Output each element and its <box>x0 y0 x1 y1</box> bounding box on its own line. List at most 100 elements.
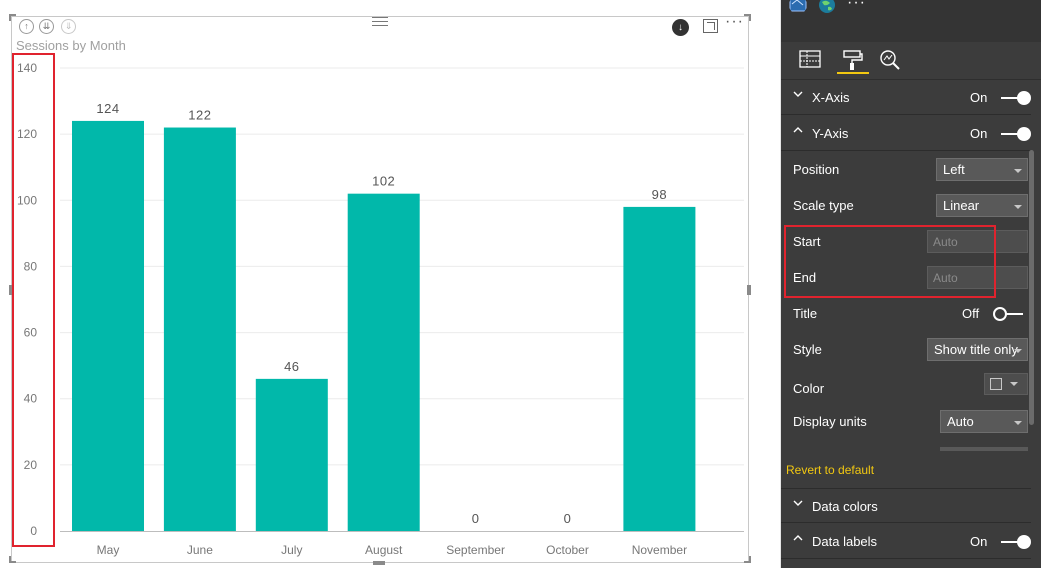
bar[interactable] <box>623 206 696 531</box>
more-options-icon[interactable]: ··· <box>725 13 744 30</box>
data-label: 0 <box>564 511 572 526</box>
fields-icon <box>799 50 821 68</box>
x-tick-label: October <box>546 543 589 557</box>
bar[interactable] <box>163 127 236 532</box>
data-colors-label: Data colors <box>812 499 878 514</box>
pane-divider <box>780 0 781 568</box>
resize-handle-top-left[interactable] <box>9 14 16 16</box>
report-canvas: ↑ ⇊ ⇓ ↓ ··· Sessions by Month 0 20 40 60 80 1… <box>9 13 751 565</box>
y-tick-label: 0 <box>30 524 37 538</box>
pane-scrollbar[interactable] <box>1029 150 1034 425</box>
data-labels-toggle[interactable] <box>1001 535 1031 549</box>
format-options-list: X-Axis On Y-Axis On Position Left Scale … <box>781 80 1041 568</box>
data-labels-state: On <box>970 534 988 549</box>
position-label: Position <box>793 162 840 177</box>
style-dropdown[interactable]: Show title only <box>927 338 1028 361</box>
title-state: Off <box>962 306 980 321</box>
resize-handle-bottom-left[interactable] <box>9 561 16 563</box>
start-input[interactable] <box>927 230 1028 253</box>
y-axis-label: Y-Axis <box>812 126 849 141</box>
resize-handle-bottom[interactable] <box>373 561 385 565</box>
x-tick-label: May <box>97 543 120 557</box>
end-input[interactable] <box>927 266 1028 289</box>
display-units-dropdown[interactable]: Auto <box>940 410 1028 433</box>
scale-type-dropdown[interactable]: Linear <box>936 194 1028 217</box>
x-tick-label: September <box>446 543 505 557</box>
caret-down-icon <box>1014 349 1022 353</box>
resize-handle-top-left[interactable] <box>9 14 11 21</box>
visual-gallery: ··· <box>781 0 1041 42</box>
analytics-magnifier-icon <box>880 50 900 70</box>
tab-analytics[interactable] <box>879 50 905 74</box>
caret-down-icon <box>1014 169 1022 173</box>
chevron-down-icon <box>793 91 803 97</box>
x-axis-state: On <box>970 90 988 105</box>
y-tick-label: 140 <box>17 61 37 75</box>
map-visual-icon[interactable] <box>789 0 807 14</box>
data-colors-section-header[interactable]: Data colors <box>781 488 1031 523</box>
display-units-label: Display units <box>793 414 867 429</box>
end-label: End <box>793 270 817 285</box>
y-axis-state: On <box>970 126 988 141</box>
drag-grip-icon[interactable] <box>372 17 388 29</box>
next-control-clipped <box>940 447 1028 451</box>
y-tick-label: 20 <box>24 458 38 472</box>
chevron-down-icon <box>793 500 803 506</box>
chevron-up-icon <box>793 535 803 541</box>
revert-to-default-link[interactable]: Revert to default <box>786 463 875 477</box>
data-label: 102 <box>372 174 395 189</box>
bar[interactable] <box>347 193 420 531</box>
caret-down-icon <box>1014 421 1022 425</box>
start-label: Start <box>793 234 821 249</box>
data-label: 0 <box>472 511 480 526</box>
format-paint-roller-icon <box>843 50 863 70</box>
x-tick-label: November <box>632 543 687 557</box>
y-tick-label: 80 <box>24 259 38 273</box>
title-label: Title <box>793 306 818 321</box>
color-swatch <box>990 378 1002 390</box>
title-toggle[interactable] <box>993 307 1023 321</box>
resize-handle-bottom-right[interactable] <box>744 561 751 563</box>
expand-down-icon[interactable]: ⇊ <box>39 19 54 34</box>
resize-handle-top-right[interactable] <box>749 14 751 21</box>
display-units-value: Auto <box>947 414 974 429</box>
x-tick-label: August <box>365 543 403 557</box>
globe-visual-icon[interactable] <box>818 0 836 14</box>
y-tick-label: 40 <box>24 392 38 406</box>
focus-mode-icon[interactable] <box>703 19 718 33</box>
tab-fields[interactable] <box>799 50 825 74</box>
data-label: 98 <box>652 187 667 202</box>
bar[interactable] <box>72 120 144 532</box>
resize-handle-bottom-left[interactable] <box>9 556 11 563</box>
y-tick-label: 60 <box>24 326 38 340</box>
resize-handle-top-right[interactable] <box>744 14 751 16</box>
drill-mode-icon[interactable]: ⇓ <box>61 19 76 34</box>
x-axis-section-header[interactable]: X-Axis On <box>781 80 1031 115</box>
x-tick-label: July <box>281 543 302 557</box>
x-axis-toggle[interactable] <box>1001 91 1031 105</box>
chevron-up-icon <box>793 127 803 133</box>
more-visuals-icon[interactable]: ··· <box>847 0 866 11</box>
drill-up-icon[interactable]: ↑ <box>19 19 34 34</box>
x-tick-label: June <box>187 543 213 557</box>
color-picker-button[interactable] <box>984 373 1028 395</box>
resize-handle-bottom-right[interactable] <box>749 556 751 563</box>
visualizations-pane: ··· <box>781 0 1041 568</box>
data-label: 46 <box>284 359 299 374</box>
resize-handle-left[interactable] <box>9 285 12 295</box>
drill-down-icon[interactable]: ↓ <box>672 19 689 36</box>
y-axis-highlight-box <box>12 53 55 547</box>
pane-tabs <box>781 42 1041 80</box>
position-dropdown[interactable]: Left <box>936 158 1028 181</box>
bar-chart: 0 20 40 60 80 100 120 140 124 May 122 June 46 July 102… <box>17 61 744 557</box>
y-axis-section-header[interactable]: Y-Axis On <box>781 116 1031 151</box>
tab-format[interactable] <box>837 50 869 74</box>
y-axis-toggle[interactable] <box>1001 127 1031 141</box>
resize-handle-right[interactable] <box>747 285 751 295</box>
bar[interactable] <box>255 378 328 531</box>
chart-title: Sessions by Month <box>16 38 126 53</box>
scale-type-label: Scale type <box>793 198 854 213</box>
data-labels-section-header[interactable]: Data labels On <box>781 524 1031 559</box>
y-tick-label: 120 <box>17 127 37 141</box>
caret-down-icon <box>1014 205 1022 209</box>
